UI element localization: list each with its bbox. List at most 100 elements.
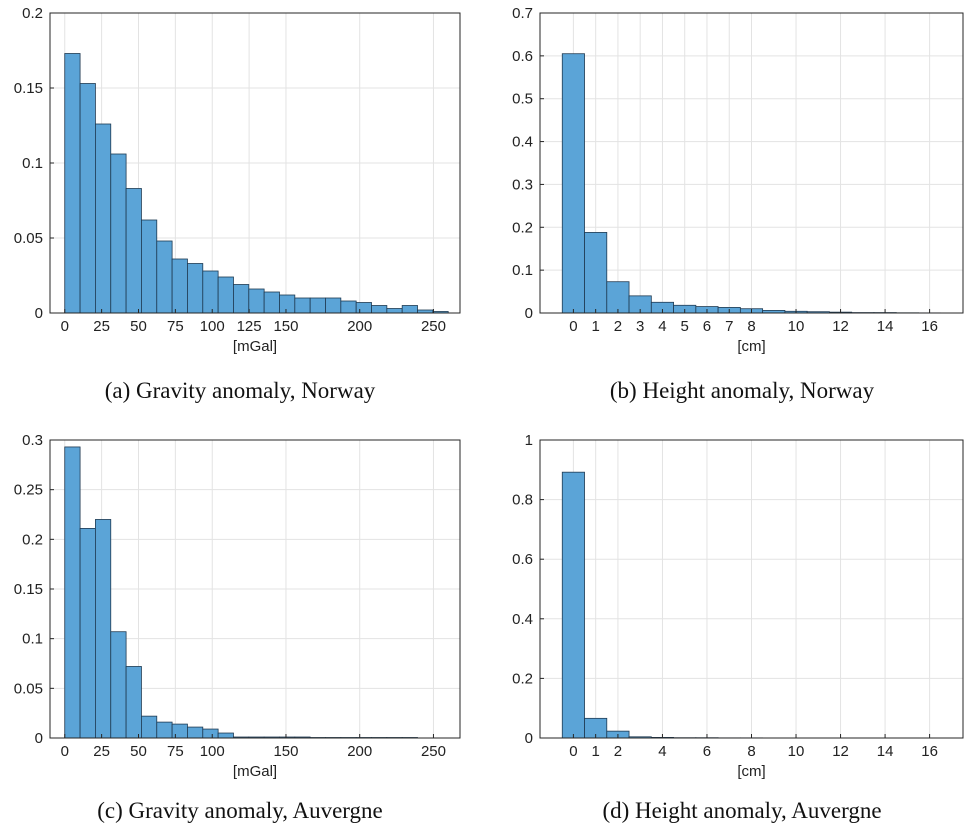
y-tick-label: 0 [525, 305, 533, 322]
x-tick-label: 7 [725, 318, 733, 335]
x-tick-label: 12 [832, 743, 849, 760]
x-tick-label: 0 [569, 318, 577, 335]
x-tick-label: 150 [273, 743, 298, 760]
histogram-bar [372, 306, 387, 314]
histogram-bar [126, 189, 141, 314]
x-tick-label: 200 [347, 318, 372, 335]
x-tick-label: 75 [167, 318, 184, 335]
histogram-bar [172, 724, 187, 738]
y-tick-label: 0.8 [512, 492, 533, 509]
y-tick-label: 0.7 [512, 5, 533, 22]
caption-d: (d) Height anomaly, Auvergne [542, 798, 942, 824]
histogram-bar [65, 54, 80, 314]
x-tick-label: 250 [421, 318, 446, 335]
x-tick-label: 0 [61, 318, 69, 335]
x-tick-label: 3 [636, 318, 644, 335]
x-tick-label: 150 [273, 318, 298, 335]
histogram-bar [80, 84, 95, 314]
x-tick-label: 14 [877, 318, 894, 335]
x-tick-label: 1 [591, 743, 599, 760]
y-tick-label: 0.05 [14, 230, 43, 247]
x-tick-label: 10 [788, 743, 805, 760]
x-axis-label: [cm] [737, 338, 765, 355]
histogram-bar [585, 232, 607, 313]
x-tick-label: 8 [747, 318, 755, 335]
y-tick-label: 0.15 [14, 581, 43, 598]
x-tick-label: 4 [658, 743, 666, 760]
y-tick-label: 0.2 [22, 5, 43, 22]
x-tick-label: 16 [921, 318, 938, 335]
x-tick-label: 25 [93, 743, 110, 760]
x-tick-label: 12 [832, 318, 849, 335]
histogram-bar [387, 309, 402, 314]
histogram-bar [562, 472, 584, 738]
y-tick-label: 0.2 [22, 531, 43, 548]
x-tick-label: 5 [681, 318, 689, 335]
histogram-bar [126, 666, 141, 738]
x-tick-label: 250 [421, 743, 446, 760]
x-tick-label: 0 [569, 743, 577, 760]
x-axis-label: [cm] [737, 763, 765, 780]
y-tick-label: 0.6 [512, 48, 533, 65]
x-tick-label: 50 [130, 743, 147, 760]
histogram-bar [356, 303, 371, 314]
y-tick-label: 0.5 [512, 91, 533, 108]
caption-b: (b) Height anomaly, Norway [542, 378, 942, 404]
histogram-bar [402, 306, 417, 314]
x-tick-label: 75 [167, 743, 184, 760]
x-tick-label: 6 [703, 318, 711, 335]
histogram-bar [187, 727, 202, 738]
x-tick-label: 16 [921, 743, 938, 760]
x-tick-label: 1 [591, 318, 599, 335]
y-tick-label: 0.3 [512, 176, 533, 193]
y-tick-label: 0.2 [512, 670, 533, 687]
x-axis-label: [mGal] [233, 338, 277, 355]
y-tick-label: 0 [35, 305, 43, 322]
histogram-bar [172, 259, 187, 313]
y-tick-label: 1 [525, 432, 533, 449]
x-tick-label: 6 [703, 743, 711, 760]
y-tick-label: 0 [35, 730, 43, 747]
y-tick-label: 0.1 [512, 262, 533, 279]
histogram-bar [218, 277, 233, 313]
x-tick-label: 14 [877, 743, 894, 760]
x-tick-label: 10 [788, 318, 805, 335]
x-tick-label: 200 [347, 743, 372, 760]
y-tick-label: 0.25 [14, 482, 43, 499]
histogram-bar [341, 301, 356, 313]
x-tick-label: 8 [747, 743, 755, 760]
y-tick-label: 0.2 [512, 219, 533, 236]
histogram-bar [249, 289, 264, 313]
y-tick-label: 0.15 [14, 80, 43, 97]
x-tick-label: 2 [614, 743, 622, 760]
x-tick-label: 100 [200, 743, 225, 760]
y-tick-label: 0.6 [512, 551, 533, 568]
x-tick-label: 125 [237, 318, 262, 335]
y-tick-label: 0 [525, 730, 533, 747]
y-tick-label: 0.1 [22, 631, 43, 648]
histogram-bar [325, 298, 340, 313]
histogram-bar [95, 519, 110, 738]
y-tick-label: 0.4 [512, 134, 533, 151]
histogram-bar [65, 447, 80, 738]
histogram-bar [95, 124, 110, 313]
y-tick-label: 0.3 [22, 432, 43, 449]
histogram-bar [310, 298, 325, 313]
histogram-bar [187, 264, 202, 314]
histogram-bar [80, 528, 95, 738]
x-tick-label: 0 [61, 743, 69, 760]
caption-c: (c) Gravity anomaly, Auvergne [30, 798, 450, 824]
histogram-bar [203, 271, 218, 313]
histogram-bar [562, 54, 584, 313]
x-tick-label: 50 [130, 318, 147, 335]
caption-a: (a) Gravity anomaly, Norway [40, 378, 440, 404]
x-tick-label: 100 [200, 318, 225, 335]
x-tick-label: 2 [614, 318, 622, 335]
histogram-bar [279, 295, 294, 313]
